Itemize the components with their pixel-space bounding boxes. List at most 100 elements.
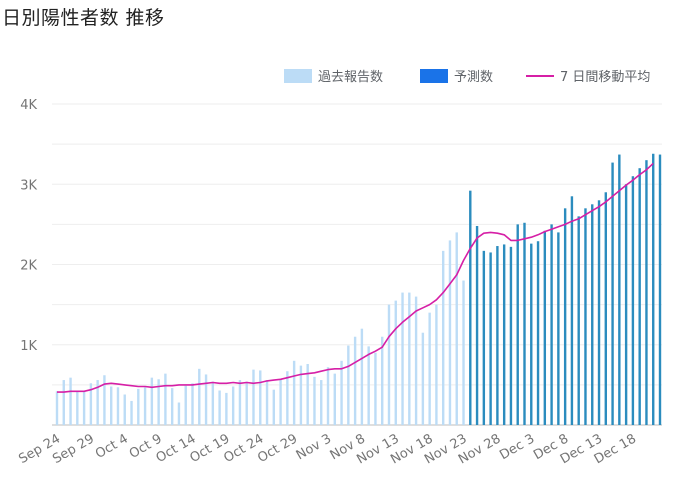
- legend-swatch-forecast: [420, 68, 448, 83]
- forecast-bar[interactable]: [489, 252, 492, 425]
- reported-bar[interactable]: [387, 304, 391, 425]
- reported-bar[interactable]: [265, 380, 269, 425]
- reported-bar[interactable]: [259, 370, 262, 425]
- reported-bar[interactable]: [55, 391, 59, 425]
- reported-bar[interactable]: [394, 300, 397, 425]
- forecast-bar[interactable]: [516, 224, 519, 425]
- reported-bar[interactable]: [150, 377, 154, 425]
- forecast-bar[interactable]: [577, 216, 580, 425]
- reported-bar[interactable]: [191, 383, 194, 425]
- reported-bar[interactable]: [272, 389, 276, 425]
- reported-bar[interactable]: [62, 380, 65, 425]
- reported-bar[interactable]: [103, 375, 106, 425]
- reported-bar[interactable]: [326, 367, 330, 425]
- reported-bar[interactable]: [82, 390, 86, 425]
- forecast-bar[interactable]: [611, 162, 614, 425]
- reported-bar[interactable]: [110, 386, 113, 425]
- reported-bar[interactable]: [89, 383, 93, 425]
- forecast-bar[interactable]: [536, 241, 540, 425]
- reported-bar[interactable]: [279, 379, 282, 425]
- chart-legend: 過去報告数 予測数 7 日間移動平均: [0, 66, 676, 86]
- legend-label-average: 7 日間移動平均: [560, 70, 651, 85]
- forecast-bar[interactable]: [469, 190, 472, 425]
- forecast-bar[interactable]: [475, 225, 479, 425]
- reported-bar[interactable]: [421, 332, 425, 425]
- average-line[interactable]: [57, 162, 654, 393]
- forecast-bar[interactable]: [543, 230, 547, 425]
- reported-bar[interactable]: [435, 304, 438, 425]
- forecast-bar[interactable]: [624, 184, 628, 425]
- grid-lines: [52, 103, 662, 426]
- reported-bar[interactable]: [462, 280, 465, 425]
- forecast-bar[interactable]: [523, 222, 526, 425]
- reported-bar[interactable]: [381, 336, 384, 425]
- reported-bar[interactable]: [360, 328, 364, 425]
- forecast-bar[interactable]: [584, 208, 587, 425]
- reported-bar[interactable]: [448, 240, 452, 425]
- reported-bar[interactable]: [116, 387, 120, 425]
- x-tick-label: Oct 4: [93, 431, 131, 461]
- reported-bar[interactable]: [157, 379, 160, 425]
- forecast-bar[interactable]: [645, 160, 648, 426]
- reported-bar[interactable]: [455, 232, 458, 425]
- reported-bar[interactable]: [231, 386, 235, 425]
- reported-bar[interactable]: [299, 365, 303, 425]
- forecast-bar[interactable]: [597, 200, 601, 425]
- reported-bar[interactable]: [177, 402, 181, 425]
- reported-bar[interactable]: [238, 380, 242, 425]
- reported-bar[interactable]: [143, 387, 147, 425]
- reported-bar[interactable]: [367, 346, 370, 425]
- reported-bar[interactable]: [211, 381, 215, 425]
- forecast-bar[interactable]: [570, 196, 574, 425]
- forecast-bar[interactable]: [496, 246, 499, 425]
- forecast-bar[interactable]: [509, 246, 513, 425]
- reported-bar[interactable]: [252, 369, 255, 425]
- forecast-bar[interactable]: [652, 153, 655, 425]
- reported-bar[interactable]: [313, 376, 316, 425]
- forecast-bar[interactable]: [604, 192, 607, 425]
- reported-bar[interactable]: [198, 368, 201, 425]
- reported-bar[interactable]: [245, 381, 248, 425]
- reported-bar[interactable]: [123, 394, 126, 425]
- reported-bar[interactable]: [401, 292, 404, 425]
- forecast-bar[interactable]: [557, 232, 560, 425]
- legend-item-average[interactable]: 7 日間移動平均: [526, 66, 650, 85]
- reported-bar[interactable]: [130, 400, 133, 425]
- forecast-bar[interactable]: [482, 250, 486, 425]
- reported-bar[interactable]: [286, 371, 289, 425]
- reported-bar[interactable]: [164, 373, 167, 425]
- reported-bar[interactable]: [170, 388, 174, 425]
- moving-average-line: [57, 162, 654, 393]
- forecast-bar[interactable]: [658, 154, 662, 425]
- reported-bar[interactable]: [204, 374, 208, 425]
- reported-bar[interactable]: [347, 345, 350, 425]
- reported-bar[interactable]: [184, 385, 187, 425]
- forecast-bar[interactable]: [638, 168, 641, 425]
- legend-item-reported[interactable]: 過去報告数: [284, 66, 383, 85]
- forecast-bar[interactable]: [618, 154, 621, 425]
- reported-bar[interactable]: [225, 392, 228, 425]
- reported-bar[interactable]: [333, 373, 336, 425]
- forecast-bar[interactable]: [502, 244, 506, 425]
- forecast-bar[interactable]: [631, 176, 635, 425]
- forecast-bar[interactable]: [550, 224, 553, 425]
- forecast-bar[interactable]: [530, 243, 533, 425]
- reported-bar[interactable]: [441, 250, 445, 425]
- reported-bar[interactable]: [320, 380, 323, 425]
- reported-bar[interactable]: [353, 336, 357, 425]
- forecast-bar[interactable]: [563, 208, 567, 425]
- reported-bar[interactable]: [340, 360, 343, 425]
- reported-bar[interactable]: [218, 390, 221, 425]
- forecast-bar[interactable]: [591, 204, 594, 425]
- reported-bar[interactable]: [292, 360, 296, 425]
- reported-bar[interactable]: [76, 391, 79, 425]
- reported-bar[interactable]: [69, 377, 72, 425]
- reported-bar[interactable]: [428, 312, 431, 425]
- reported-bar[interactable]: [96, 380, 99, 425]
- reported-bar[interactable]: [306, 364, 309, 425]
- reported-bar[interactable]: [408, 292, 411, 425]
- legend-item-forecast[interactable]: 予測数: [420, 66, 493, 85]
- reported-bar[interactable]: [137, 388, 140, 425]
- reported-bar[interactable]: [374, 352, 377, 425]
- reported-bar[interactable]: [414, 296, 418, 425]
